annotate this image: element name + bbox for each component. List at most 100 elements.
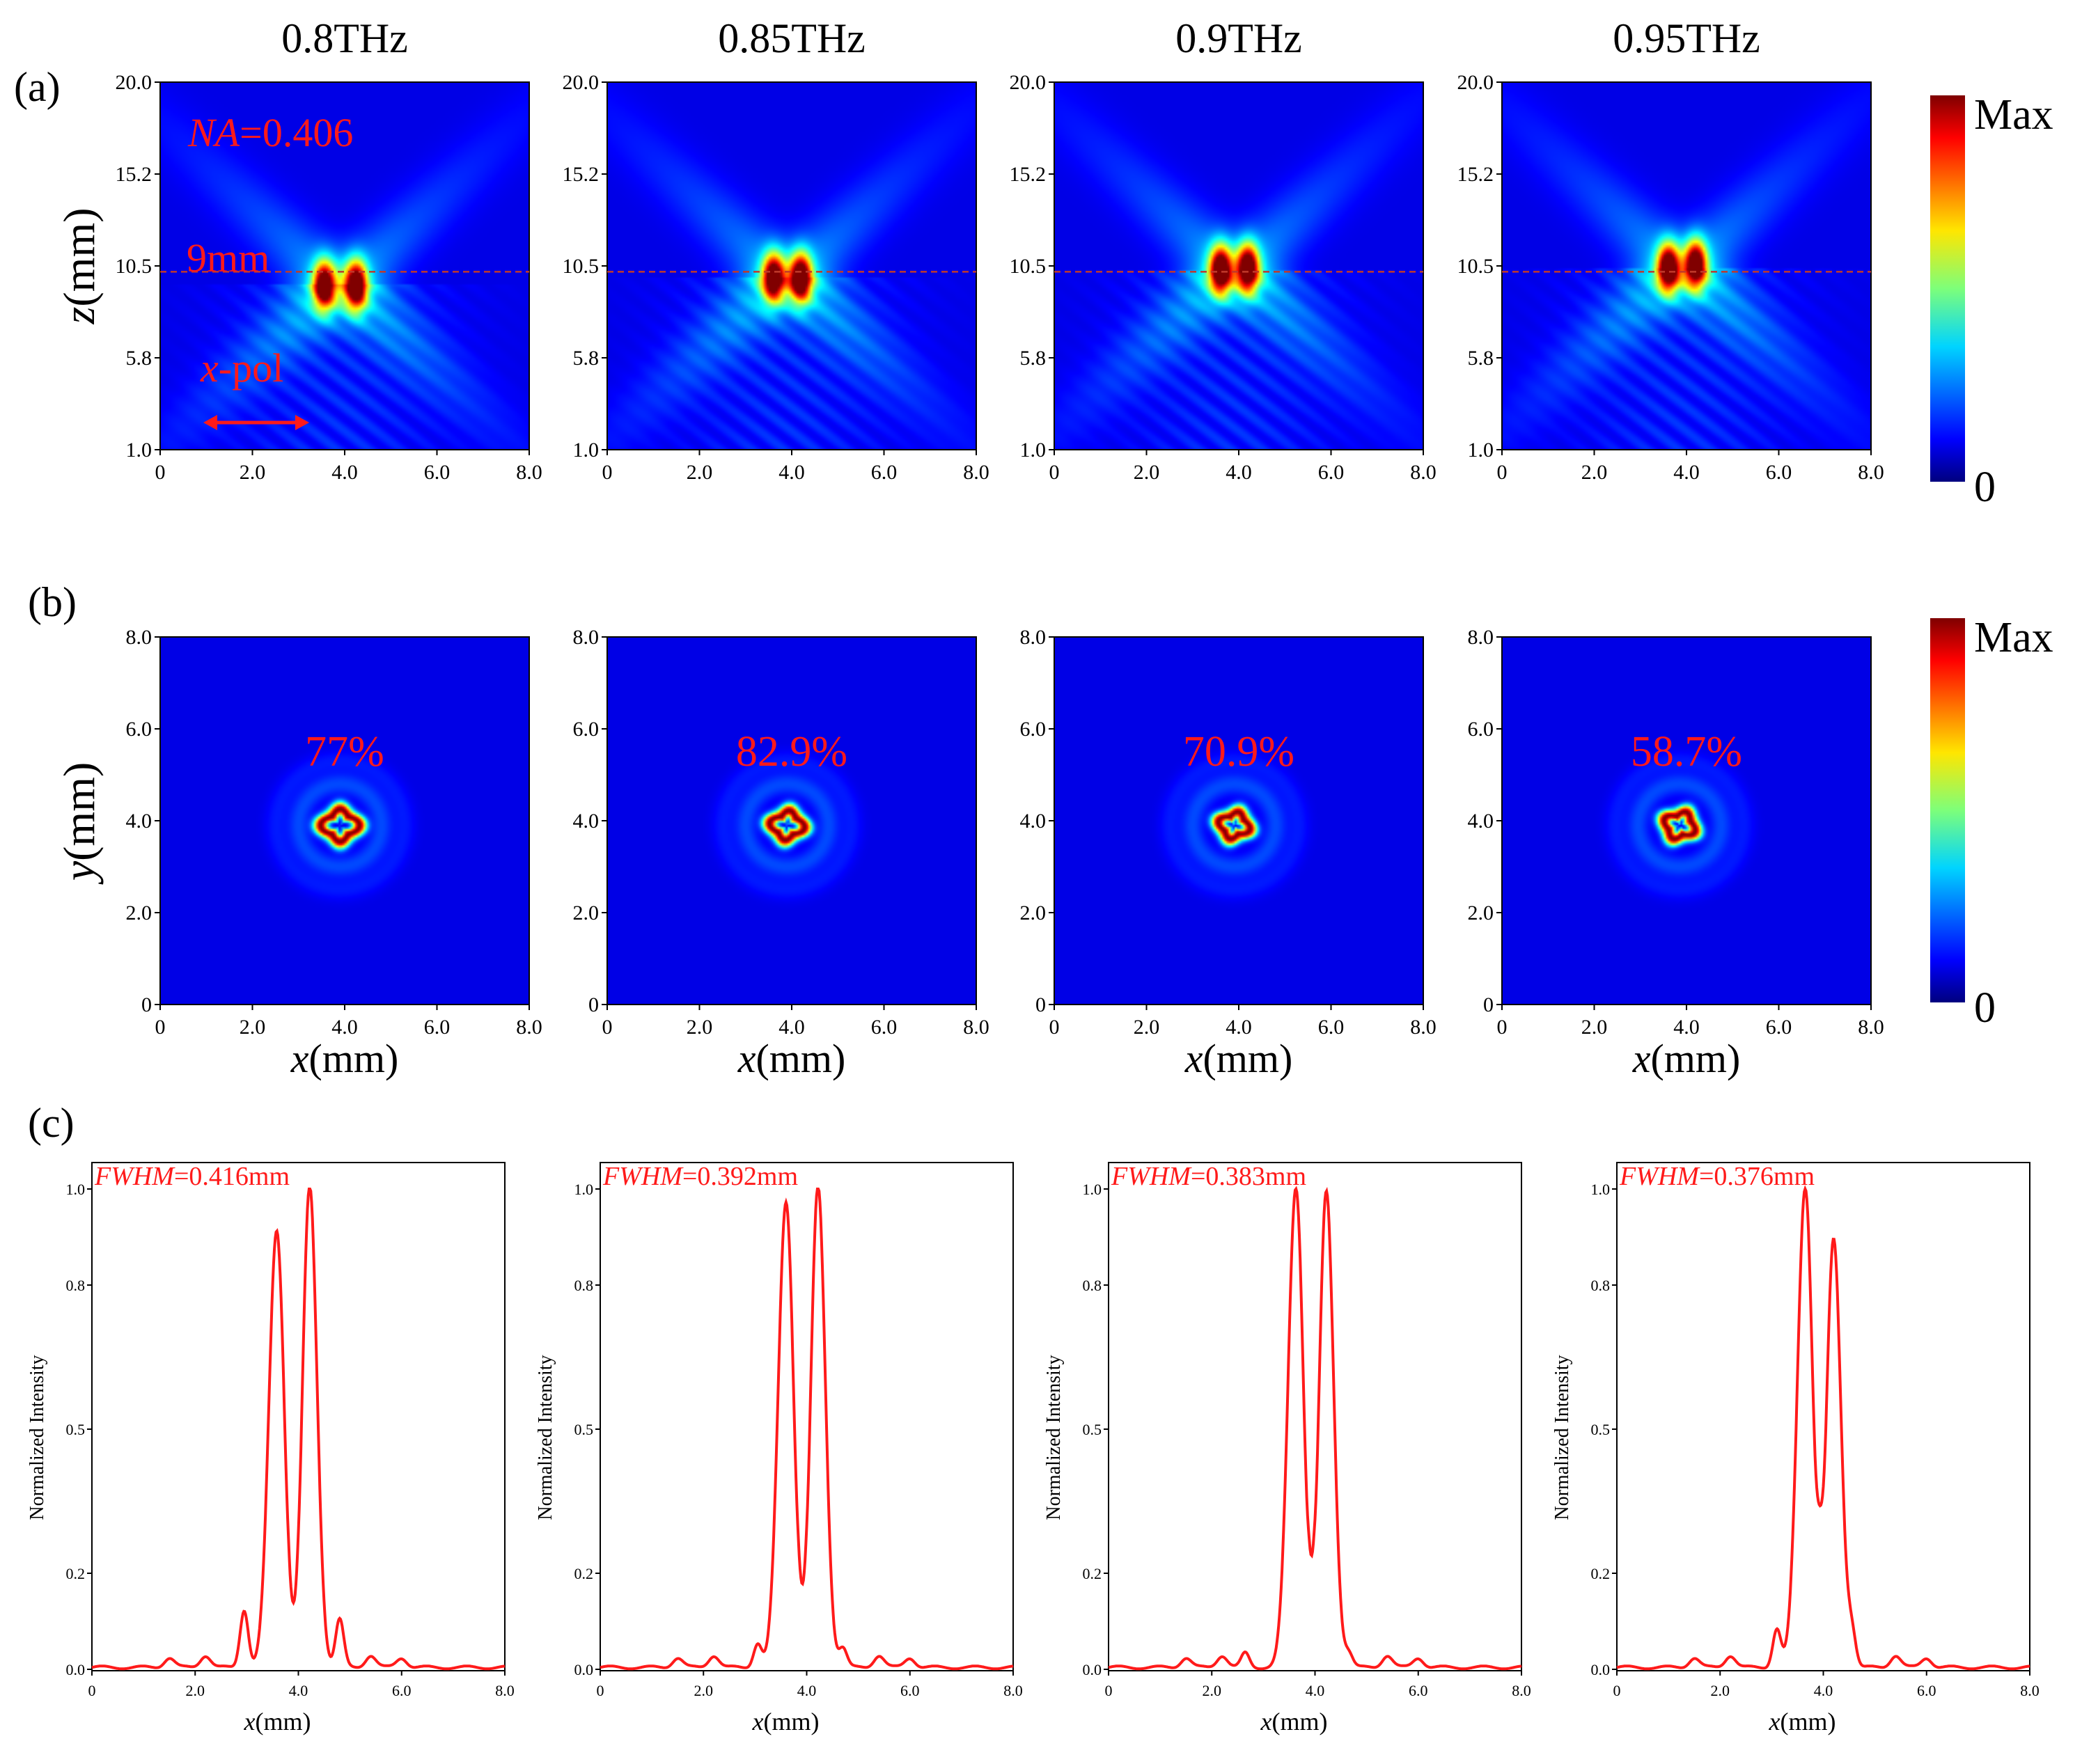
intensity-profile-line [1616, 1185, 2030, 1671]
y-tick-label: 2.0 [1468, 901, 1494, 924]
x-tick-label: 0 [597, 1682, 604, 1699]
panel-a-2: 20.0 15.2 10.5 5.8 1.00 2.0 4.0 6.0 8.0 [563, 71, 989, 484]
intensity-profile-line [1108, 1186, 1522, 1671]
y-tick-label: 8.0 [573, 626, 600, 649]
x-tick-label: 4.0 [289, 1682, 308, 1699]
x-axis-label: x(mm) [752, 1708, 820, 1735]
x-axis-label: x(mm) [244, 1708, 311, 1735]
efficiency-label: 70.9% [1183, 728, 1294, 775]
ylabel-part: z [54, 307, 104, 325]
axes-frame [1108, 1162, 1522, 1671]
y-tick-label: 20.0 [1010, 71, 1047, 94]
y-tick-label: 5.8 [573, 347, 600, 370]
efficiency-label: 77% [305, 728, 384, 775]
heatmap-xy-3 [1054, 637, 1423, 1005]
x-tick-label: 2.0 [1581, 461, 1608, 484]
colorbar-min-label: 0 [1974, 464, 1996, 511]
colorbar-max-label: Max [1974, 614, 2053, 661]
fwhm-label-part: =0.416mm [174, 1162, 290, 1191]
panel-label-b: (b) [28, 579, 77, 625]
y-tick-label: 4.0 [1468, 810, 1494, 833]
y-tick-label: 4.0 [1020, 810, 1047, 833]
x-tick-label: 8.0 [1410, 461, 1437, 484]
colorbar-1 [1930, 95, 1965, 482]
x-tick-label: 0 [1613, 1682, 1621, 1699]
y-tick-label: 1.0 [126, 439, 152, 462]
intensity-profile-line [600, 1188, 1014, 1671]
x-tick-label: 8.0 [2020, 1682, 2040, 1699]
x-tick-label: 8.0 [1512, 1682, 1531, 1699]
heatmap-xy-2 [607, 637, 976, 1005]
fwhm-label: FWHM=0.376mm [1619, 1162, 1815, 1191]
fwhm-label-part: FWHM [602, 1162, 684, 1191]
y-tick-label: 0.0 [1591, 1661, 1611, 1678]
axes-frame [600, 1162, 1014, 1671]
x-tick-label: 8.0 [1858, 461, 1884, 484]
x-axis-label-part: (mm) [308, 1036, 398, 1081]
y-tick-label: 0 [141, 993, 152, 1016]
y-tick-label: 0.5 [1083, 1421, 1102, 1438]
x-tick-label: 2.0 [687, 1016, 713, 1039]
y-tick-label: 0.0 [66, 1661, 86, 1678]
y-tick-label: 5.8 [1468, 347, 1494, 370]
panel-c-1: 1.0 0.8 0.5 0.2 0.00 2.0 4.0 6.0 8.0 FWHM=0.416mm… [26, 1162, 515, 1735]
row-b-heatmaps: 8.06.04.02.000 2.0 4.0 6.0 8.077%x(mm)8.06.0… [126, 626, 1884, 1081]
intensity-profile-line [91, 1188, 506, 1671]
y-tick-label: 0.8 [66, 1277, 86, 1294]
y-tick-label: 6.0 [1468, 718, 1494, 741]
y-tick-label: 5.8 [1020, 347, 1047, 370]
y-tick-label: 6.0 [1020, 718, 1047, 741]
y-tick-label: 0.5 [574, 1421, 594, 1438]
fwhm-label-part: =0.383mm [1191, 1162, 1306, 1191]
x-tick-label: 4.0 [1814, 1682, 1833, 1699]
x-tick-label: 2.0 [1134, 1016, 1160, 1039]
x-tick-label: 4.0 [1226, 1016, 1252, 1039]
heatmap-xy-4 [1502, 637, 1871, 1005]
panel-b-3: 8.0 6.0 4.0 2.0 00 2.0 4.0 6.0 8.0 70.9% x(mm) [1020, 626, 1437, 1081]
x-axis-label-part: x [752, 1708, 764, 1735]
x-tick-label: 0 [1497, 461, 1508, 484]
y-tick-label: 1.0 [1591, 1181, 1611, 1198]
y-tick-label: 0 [1483, 993, 1494, 1016]
y-tick-label: 1.0 [1020, 439, 1047, 462]
x-axis-label-part: (mm) [1780, 1708, 1836, 1735]
row-a-ylabel: z(mm) [54, 207, 104, 324]
y-tick-label: 15.2 [116, 163, 152, 186]
frequency-title: 0.9THz [1175, 15, 1302, 61]
x-axis-label-part: x [1260, 1708, 1272, 1735]
x-axis-label-part: (mm) [756, 1036, 845, 1081]
y-tick-label: 1.0 [1468, 439, 1494, 462]
x-tick-label: 2.0 [240, 461, 266, 484]
ylabel-part: (mm) [54, 762, 104, 861]
x-tick-label: 6.0 [1766, 1016, 1792, 1039]
x-tick-label: 8.0 [516, 461, 542, 484]
x-axis-label-part: x [1184, 1036, 1203, 1081]
x-tick-label: 0 [155, 1016, 166, 1039]
x-axis-label: x(mm) [1632, 1036, 1741, 1081]
arrowhead-right-icon [295, 415, 309, 430]
axes-frame [91, 1162, 506, 1671]
y-tick-label: 1.0 [574, 1181, 594, 1198]
panel-a-3: 20.0 15.2 10.5 5.8 1.00 2.0 4.0 6.0 8.0 [1010, 71, 1437, 484]
y-tick-label: 20.0 [563, 71, 600, 94]
panel-c-3: 1.0 0.8 0.5 0.2 0.00 2.0 4.0 6.0 8.0 FWHM=0.383mm… [1043, 1162, 1531, 1735]
x-tick-label: 0 [1497, 1016, 1508, 1039]
y-tick-label: 8.0 [126, 626, 152, 649]
x-tick-label: 2.0 [1711, 1682, 1730, 1699]
frequency-title: 0.95THz [1613, 15, 1760, 61]
x-axis-label: x(mm) [737, 1036, 846, 1081]
polarization-label-part: x [200, 345, 219, 391]
polarization-label: x-pol [200, 345, 283, 391]
y-tick-label: 15.2 [563, 163, 600, 186]
x-tick-label: 0 [88, 1682, 96, 1699]
focal-distance-label: 9mm [187, 235, 269, 281]
heatmap-xz-3 [1054, 82, 1423, 450]
y-tick-label: 4.0 [126, 810, 152, 833]
y-tick-label: 1.0 [66, 1181, 86, 1198]
y-tick-label: 0.2 [1083, 1565, 1102, 1582]
fwhm-label-part: FWHM [1111, 1162, 1192, 1191]
ylabel-part: (mm) [54, 207, 104, 306]
x-axis-label: x(mm) [290, 1036, 399, 1081]
na-annotation-part: =0.406 [240, 110, 353, 155]
